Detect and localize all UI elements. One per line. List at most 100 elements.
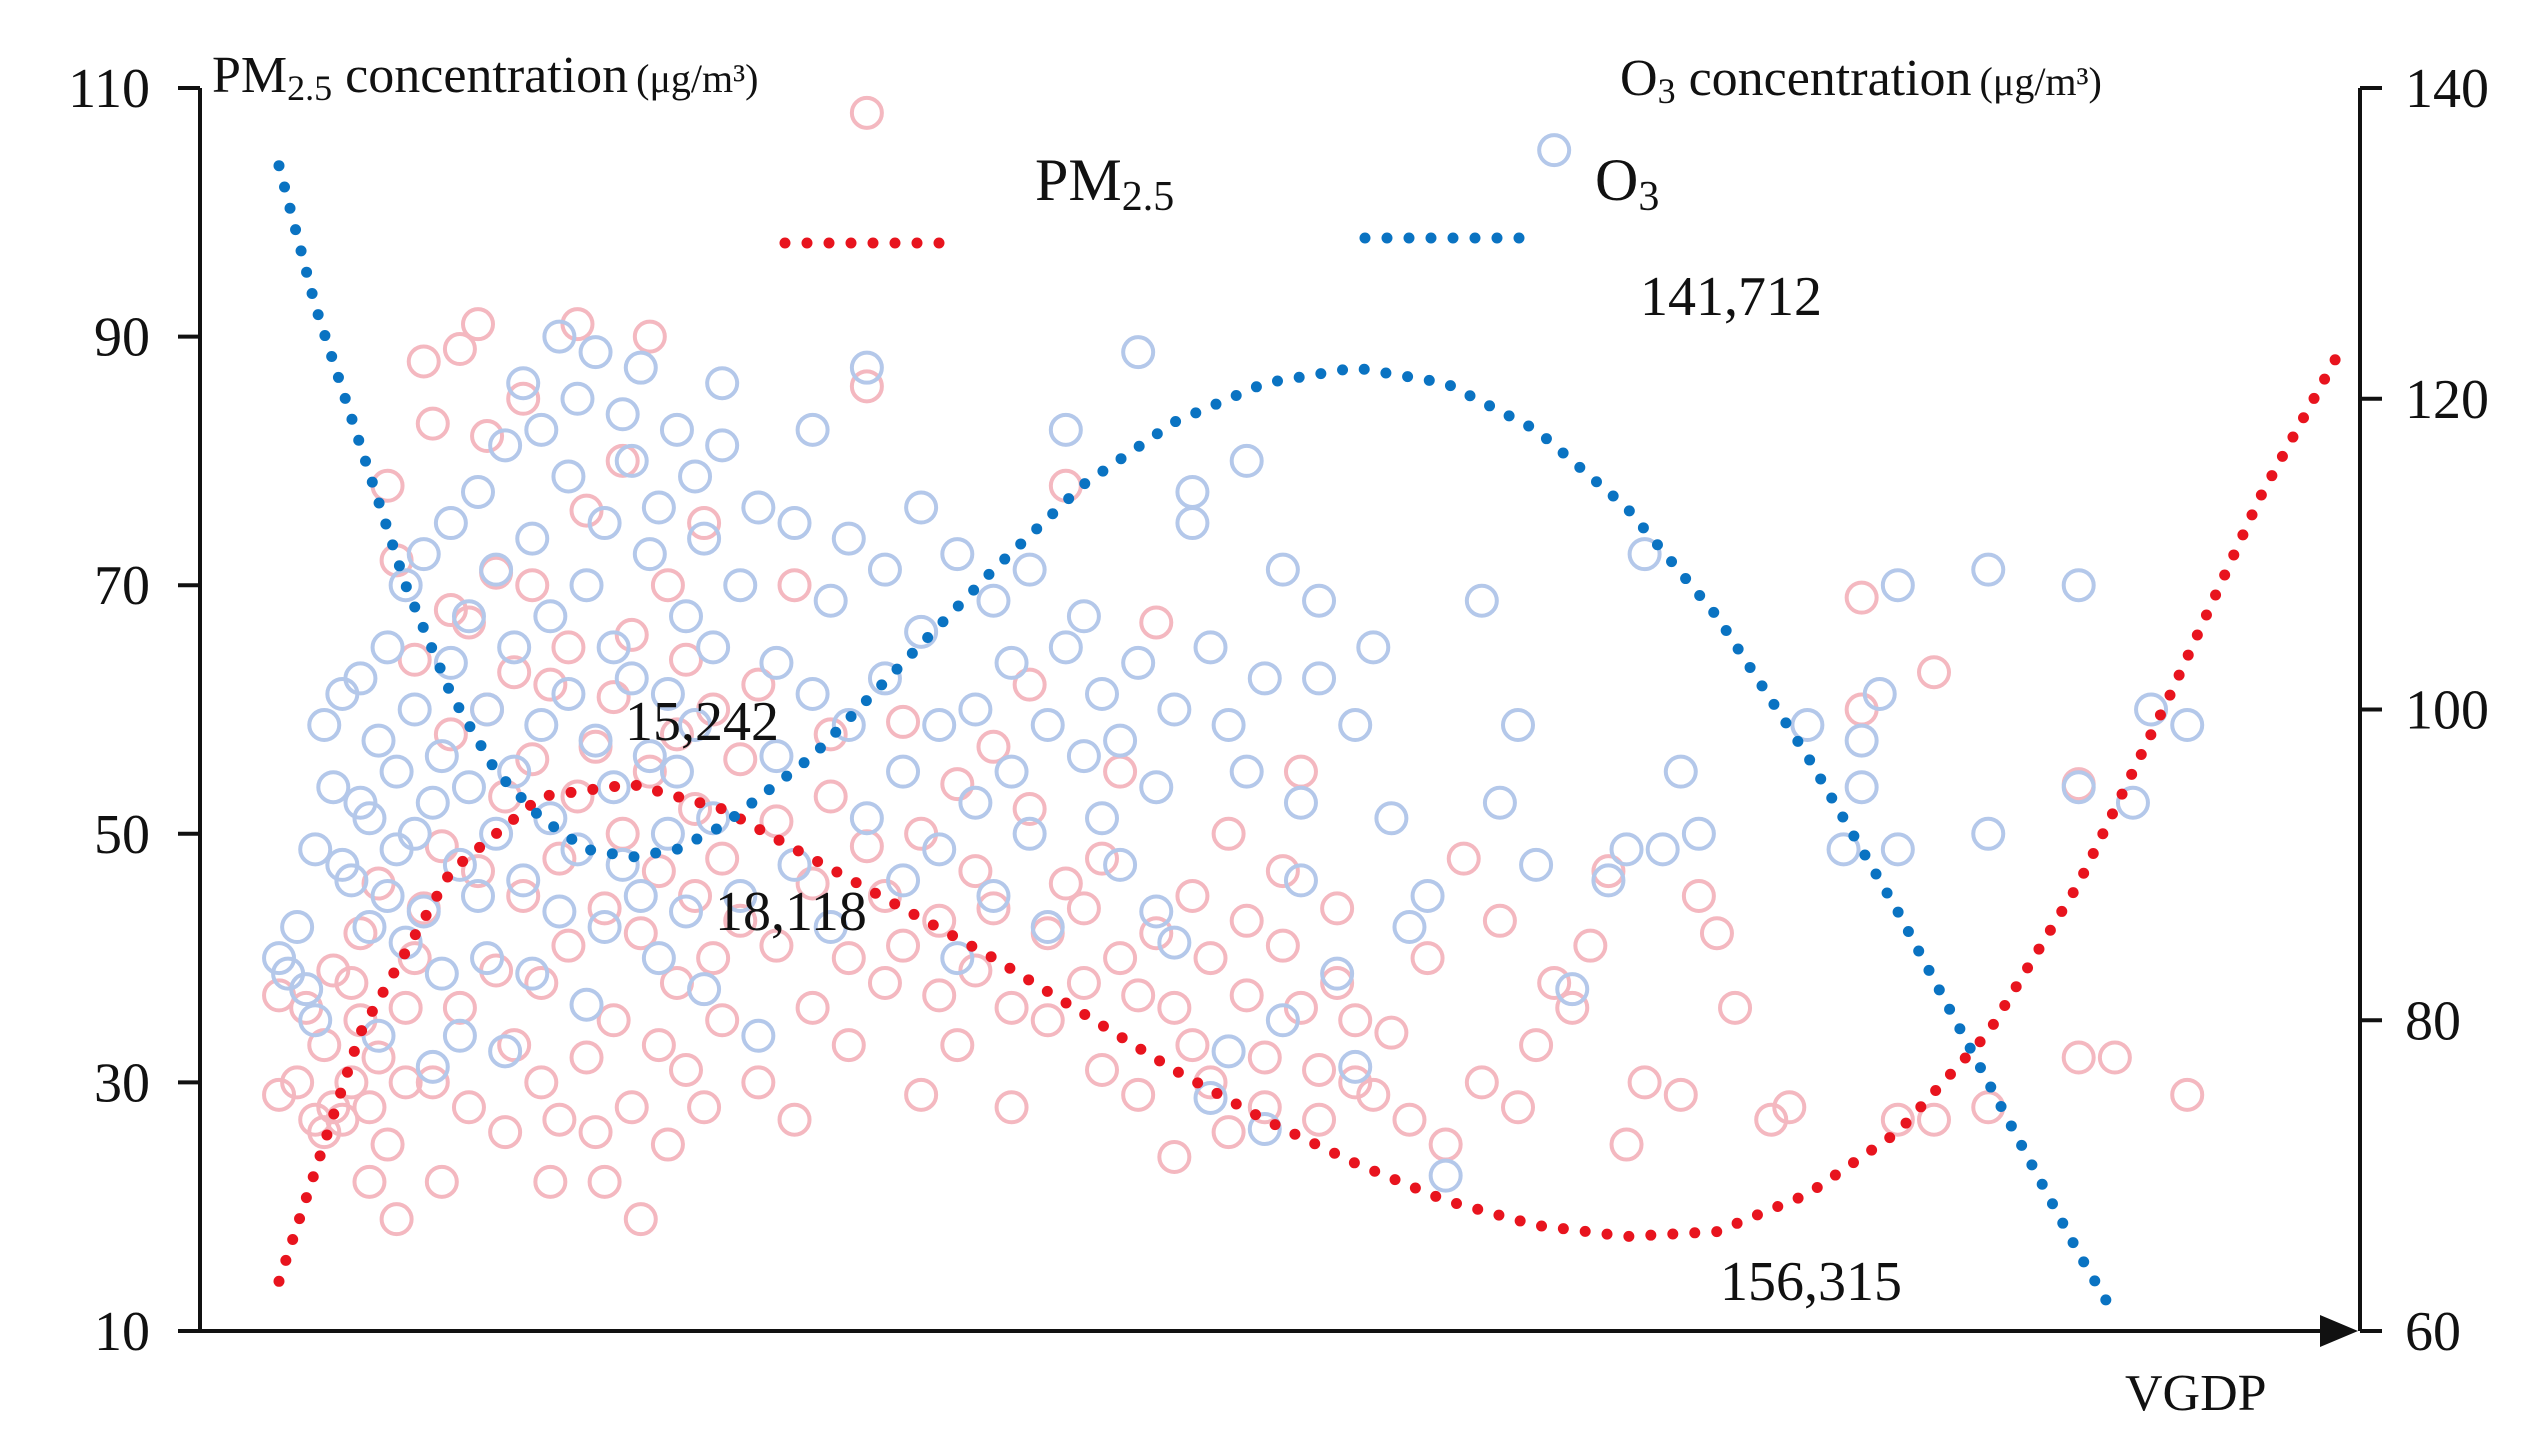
- scatter-point-pm25: [623, 1202, 658, 1237]
- scatter-point-o3: [578, 723, 613, 758]
- scatter-point-pm25: [506, 381, 541, 416]
- scatter-point-o3: [470, 941, 505, 976]
- scatter-point-pm25: [831, 1028, 866, 1063]
- left-tick-label: 50: [94, 804, 150, 866]
- scatter-point-o3: [1229, 443, 1264, 478]
- scatter-point-pm25: [343, 916, 378, 951]
- scatter-point-o3: [1681, 816, 1716, 851]
- scatter-point-pm25: [867, 965, 902, 1000]
- scatter-point-pm25: [1121, 978, 1156, 1013]
- scatter-point-o3: [1265, 552, 1300, 587]
- scatter-point-o3: [605, 847, 640, 882]
- scatter-point-o3: [1066, 739, 1101, 774]
- scatter-point-o3: [669, 599, 703, 634]
- left-axis-title-rest: concentration: [332, 47, 628, 104]
- scatter-point-o3: [1392, 910, 1427, 945]
- scatter-point-pm25: [1844, 580, 1879, 615]
- scatter-point-pm25: [1103, 941, 1138, 976]
- scatter-point-o3: [397, 816, 432, 851]
- scatter-point-pm25: [886, 928, 921, 963]
- scatter-point-o3: [1320, 956, 1355, 991]
- scatter-point-pm25: [560, 779, 595, 814]
- scatter-point-o3: [678, 459, 713, 494]
- scatter-point-pm25: [605, 443, 640, 478]
- scatter-point-o3: [1356, 630, 1391, 665]
- scatter-point-o3: [723, 568, 758, 603]
- scatter-point-o3: [1971, 816, 2006, 851]
- x-axis-title: VGDP: [2125, 1365, 2267, 1422]
- scatter-point-o3: [1880, 832, 1915, 867]
- scatter-point-o3: [1012, 552, 1047, 587]
- left-y-axis-title: PM2.5 concentration (μg/m³): [212, 47, 758, 108]
- scatter-point-pm25: [1066, 965, 1101, 1000]
- scatter-point-o3: [2061, 568, 2096, 603]
- scatter-point-o3: [813, 583, 848, 618]
- scatter-point-pm25: [1573, 928, 1608, 963]
- scatter-point-pm25: [940, 1028, 975, 1063]
- scatter-point-pm25: [1085, 1052, 1119, 1087]
- scatter-point-pm25: [2097, 1040, 2132, 1075]
- scatter-point-pm25: [551, 928, 586, 963]
- scatter-point-o3: [289, 972, 324, 1007]
- scatter-point-pm25: [777, 568, 812, 603]
- scatter-point-o3: [759, 739, 794, 774]
- scatter-point-o3: [958, 785, 993, 820]
- scatter-point-pm25: [1555, 990, 1590, 1025]
- scatter-point-pm25: [958, 953, 993, 988]
- scatter-point-o3: [433, 645, 468, 680]
- scatter-point-o3: [379, 754, 414, 789]
- scatter-point-pm25: [669, 1052, 703, 1087]
- scatter-point-pm25: [831, 941, 866, 976]
- right-axis-title-rest: concentration: [1676, 50, 1972, 107]
- scatter-point-o3: [650, 676, 685, 711]
- scatter-point-o3: [587, 506, 622, 541]
- scatter-point-o3: [1627, 537, 1662, 572]
- scatter-point-pm25: [1157, 990, 1192, 1025]
- scatter-point-pm25: [515, 568, 550, 603]
- scatter-point-o3: [1501, 708, 1535, 743]
- scatter-point-pm25: [1410, 941, 1445, 976]
- scatter-point-o3: [1157, 925, 1192, 960]
- scatter-point-pm25: [1627, 1065, 1662, 1100]
- scatter-point-pm25: [1880, 1102, 1915, 1137]
- scatter-point-o3: [524, 708, 559, 743]
- scatter-point-o3: [361, 1018, 396, 1053]
- scatter-point-o3: [542, 319, 577, 354]
- scatter-point-o3: [605, 397, 640, 432]
- scatter-point-o3: [1175, 506, 1210, 541]
- scatter-point-o3: [596, 770, 631, 805]
- scatter-point-pm25: [569, 493, 604, 528]
- scatter-point-pm25: [2170, 1077, 2205, 1112]
- scatter-point-o3: [659, 412, 694, 447]
- scatter-point-pm25: [849, 369, 884, 404]
- scatter-point-o3: [1103, 723, 1138, 758]
- scatter-point-pm25: [1501, 1090, 1535, 1125]
- scatter-point-pm25: [442, 990, 477, 1025]
- scatter-point-pm25: [976, 729, 1011, 764]
- scatter-point-o3: [1880, 568, 1915, 603]
- scatter-point-pm25: [1917, 655, 1951, 690]
- scatter-point-o3: [569, 987, 604, 1022]
- scatter-point-pm25: [1121, 1077, 1156, 1112]
- scatter-point-pm25: [1175, 878, 1210, 913]
- scatter-point-pm25: [334, 1065, 369, 1100]
- scatter-point-o3: [316, 770, 351, 805]
- scatter-point-o3: [352, 910, 387, 945]
- scatter-point-pm25: [388, 1065, 423, 1100]
- scatter-point-o3: [307, 708, 342, 743]
- scatter-point-o3: [479, 552, 514, 587]
- scatter-point-o3: [632, 537, 667, 572]
- scatter-point-pm25: [650, 1127, 685, 1162]
- scatter-point-o3: [1338, 1049, 1373, 1084]
- scatter-point-o3: [1428, 1158, 1463, 1193]
- left-axis-title-main: PM: [212, 47, 287, 104]
- scatter-point-pm25: [659, 717, 694, 752]
- scatter-point-o3: [370, 630, 405, 665]
- scatter-point-o3: [623, 878, 658, 913]
- scatter-point-pm25: [1157, 1139, 1192, 1174]
- scatter-point-pm25: [632, 319, 667, 354]
- scatter-point-pm25: [1139, 916, 1174, 951]
- scatter-point-o3: [1139, 894, 1174, 929]
- scatter-point-o3: [904, 614, 939, 649]
- scatter-point-o3: [596, 630, 631, 665]
